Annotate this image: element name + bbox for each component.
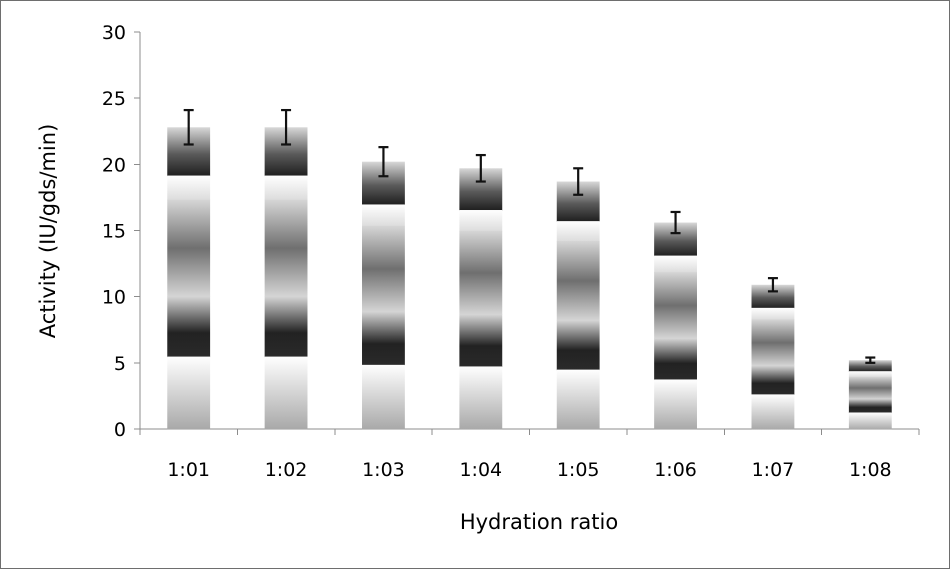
y-tick-label: 25	[102, 88, 126, 110]
error-bar	[670, 210, 681, 235]
bar-segment	[167, 199, 211, 297]
x-tick-label: 1:03	[362, 459, 405, 481]
bar	[167, 127, 211, 430]
bar-segment	[751, 284, 795, 309]
error-bar	[475, 153, 486, 183]
bar-segment	[654, 255, 697, 273]
y-tick-label: 5	[114, 353, 126, 375]
bar	[264, 127, 308, 430]
bar	[362, 161, 405, 430]
bar	[751, 284, 795, 430]
x-tick-label: 1:02	[265, 459, 308, 481]
bar-segment	[556, 320, 600, 371]
bar-segment	[362, 225, 405, 312]
error-bar	[378, 146, 389, 178]
bar-segment	[264, 356, 308, 430]
y-tick-label: 30	[102, 22, 126, 44]
bar-segment	[167, 296, 211, 358]
y-tick-label: 20	[102, 154, 126, 176]
x-axis-title: Hydration ratio	[460, 510, 618, 534]
bar-segment	[848, 360, 892, 372]
y-axis: 0 5 10 15 20 25 30	[102, 22, 141, 441]
bar-segment	[264, 175, 308, 201]
bar-segment	[751, 307, 795, 320]
bar-segment	[751, 319, 795, 367]
bar-segment	[654, 272, 697, 339]
bar-segment	[459, 210, 503, 232]
y-tick-label: 15	[102, 221, 126, 243]
error-bar	[281, 108, 292, 146]
x-tick-label: 1:04	[459, 459, 502, 481]
bar-segment	[459, 366, 503, 430]
error-bars	[183, 108, 876, 364]
bar-segment	[556, 221, 600, 242]
bar-segment	[848, 398, 892, 414]
bar-segment	[167, 175, 211, 201]
bar	[654, 222, 697, 430]
error-bar	[573, 167, 584, 196]
bar-segment	[848, 376, 892, 400]
bar-segment	[264, 296, 308, 358]
x-tick-label: 1:01	[167, 459, 210, 481]
x-axis: 1:01 1:02 1:03 1:04 1:05 1:06 1:07 1:08	[139, 428, 920, 481]
error-bar	[183, 108, 194, 146]
bar-segment	[459, 230, 503, 315]
y-tick-label: 0	[114, 419, 126, 441]
y-axis-title: Activity (IU/gds/min)	[36, 124, 60, 339]
bar-segment	[362, 364, 405, 430]
bar-segment	[848, 412, 892, 430]
bar-segment	[264, 199, 308, 297]
error-bar	[767, 277, 778, 293]
bar-segment	[167, 356, 211, 430]
bar-segment	[362, 311, 405, 366]
bar-segment	[654, 379, 697, 430]
bars	[167, 127, 892, 430]
x-tick-label: 1:06	[654, 459, 697, 481]
bar-segment	[751, 365, 795, 395]
bar	[459, 168, 503, 430]
error-bar	[865, 356, 876, 364]
y-tick-label: 10	[102, 287, 126, 309]
bar-segment	[556, 240, 600, 321]
bar	[848, 360, 892, 430]
x-tick-label: 1:05	[557, 459, 600, 481]
x-tick-label: 1:07	[752, 459, 795, 481]
x-tick-label: 1:08	[849, 459, 892, 481]
bar	[556, 181, 600, 430]
bar-segment	[362, 204, 405, 227]
bar-segment	[556, 369, 600, 430]
bar-segment	[751, 394, 795, 430]
bar-segment	[459, 314, 503, 368]
bar-segment	[848, 371, 892, 378]
bar-segment	[654, 338, 697, 381]
